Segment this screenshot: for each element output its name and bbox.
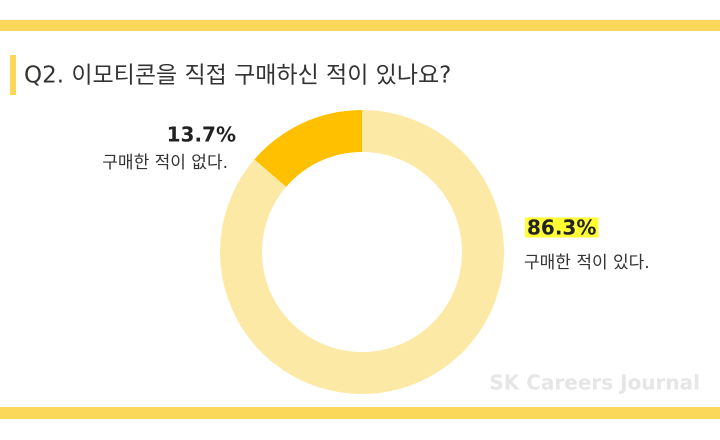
chart-title: Q2. 이모티콘을 직접 구매하신 적이 있나요? (24, 63, 451, 89)
value-label: 86.3% (527, 216, 596, 240)
watermark: SK Careers Journal (489, 371, 700, 395)
top-band (0, 20, 720, 31)
donut-slice (220, 110, 504, 394)
category-label: 구매한 적이 있다. (524, 253, 650, 273)
bottom-band (0, 407, 720, 419)
donut-slice (254, 110, 362, 187)
label-highlight (525, 217, 599, 238)
value-label: 13.7% (167, 123, 236, 147)
category-label: 구매한 적이 없다. (102, 153, 228, 173)
title-marker (10, 55, 16, 95)
